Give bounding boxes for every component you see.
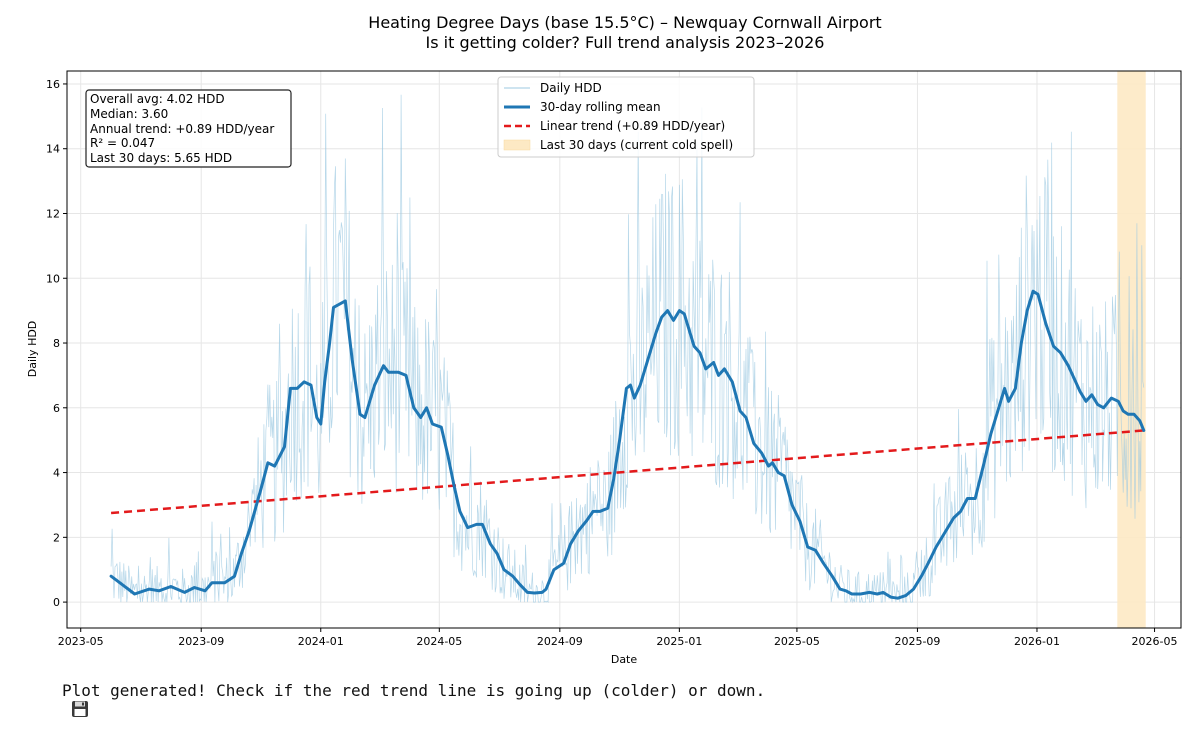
stats-line-average: Overall avg: 4.02 HDD	[90, 92, 225, 106]
x-tick-label: 2025-01	[656, 635, 702, 648]
chart-title: Heating Degree Days (base 15.5°C) – Newq…	[368, 13, 881, 32]
stats-line-r-squared: R² = 0.047	[90, 136, 155, 150]
legend-label-daily-hdd: Daily HDD	[540, 81, 602, 95]
series-layer	[109, 289, 1146, 600]
y-tick-label: 10	[46, 272, 60, 285]
y-tick-label: 4	[53, 467, 60, 480]
last-30-days-span	[1117, 71, 1146, 628]
status-message-text: Plot generated! Check if the red trend l…	[62, 680, 766, 700]
y-tick-label: 0	[53, 596, 60, 609]
status-message: Plot generated! Check if the red trend l…	[32, 678, 766, 717]
x-tick-label: 2023-05	[58, 635, 104, 648]
stats-line-trend: Annual trend: +0.89 HDD/year	[90, 122, 274, 136]
x-tick-label: 2024-05	[416, 635, 462, 648]
y-tick-label: 14	[46, 143, 60, 156]
hdd-chart: Heating Degree Days (base 15.5°C) – Newq…	[26, 13, 1182, 666]
legend-frame	[497, 76, 755, 158]
legend-swatch-last-30-days	[503, 139, 531, 151]
legend: Daily HDD 30-day rolling mean Linear tre…	[497, 76, 755, 158]
x-tick-label: 2024-01	[298, 635, 344, 648]
x-tick-label: 2026-05	[1132, 635, 1178, 648]
linear-trend-line	[110, 429, 1144, 515]
x-axis-ticks: 2023-05 2023-09 2024-01 2024-05 2024-09 2025-…	[58, 628, 1178, 648]
highlight-span-layer	[1117, 71, 1146, 628]
y-tick-label: 6	[53, 402, 60, 415]
y-axis-ticks: 0 2 4 6 8 10 12 14 16	[46, 78, 67, 609]
y-tick-label: 16	[46, 78, 60, 91]
x-tick-label: 2025-09	[894, 635, 940, 648]
chart-subtitle: Is it getting colder? Full trend analysi…	[426, 33, 825, 52]
y-tick-label: 8	[53, 337, 60, 350]
legend-label-last-30-days: Last 30 days (current cold spell)	[540, 138, 733, 152]
floppy-disk-icon	[32, 681, 88, 717]
daily-hdd-layer	[110, 94, 1145, 604]
rolling-mean-line	[109, 289, 1146, 600]
y-axis-label: Daily HDD	[26, 321, 39, 378]
stats-box-frame	[85, 89, 292, 168]
plot-frame	[66, 70, 1182, 629]
stats-box: Overall avg: 4.02 HDD Median: 3.60 Annua…	[85, 89, 292, 168]
stats-line-median: Median: 3.60	[90, 107, 168, 121]
x-tick-label: 2026-01	[1014, 635, 1060, 648]
y-tick-label: 2	[53, 531, 60, 544]
legend-label-rolling-mean: 30-day rolling mean	[540, 100, 661, 114]
daily-hdd-line	[110, 94, 1145, 604]
x-tick-label: 2024-09	[537, 635, 583, 648]
stats-line-last-30-days: Last 30 days: 5.65 HDD	[90, 151, 232, 165]
y-tick-label: 12	[46, 207, 60, 220]
x-tick-label: 2025-05	[774, 635, 820, 648]
x-axis-label: Date	[611, 653, 638, 666]
x-tick-label: 2023-09	[178, 635, 224, 648]
legend-label-linear-trend: Linear trend (+0.89 HDD/year)	[540, 119, 725, 133]
